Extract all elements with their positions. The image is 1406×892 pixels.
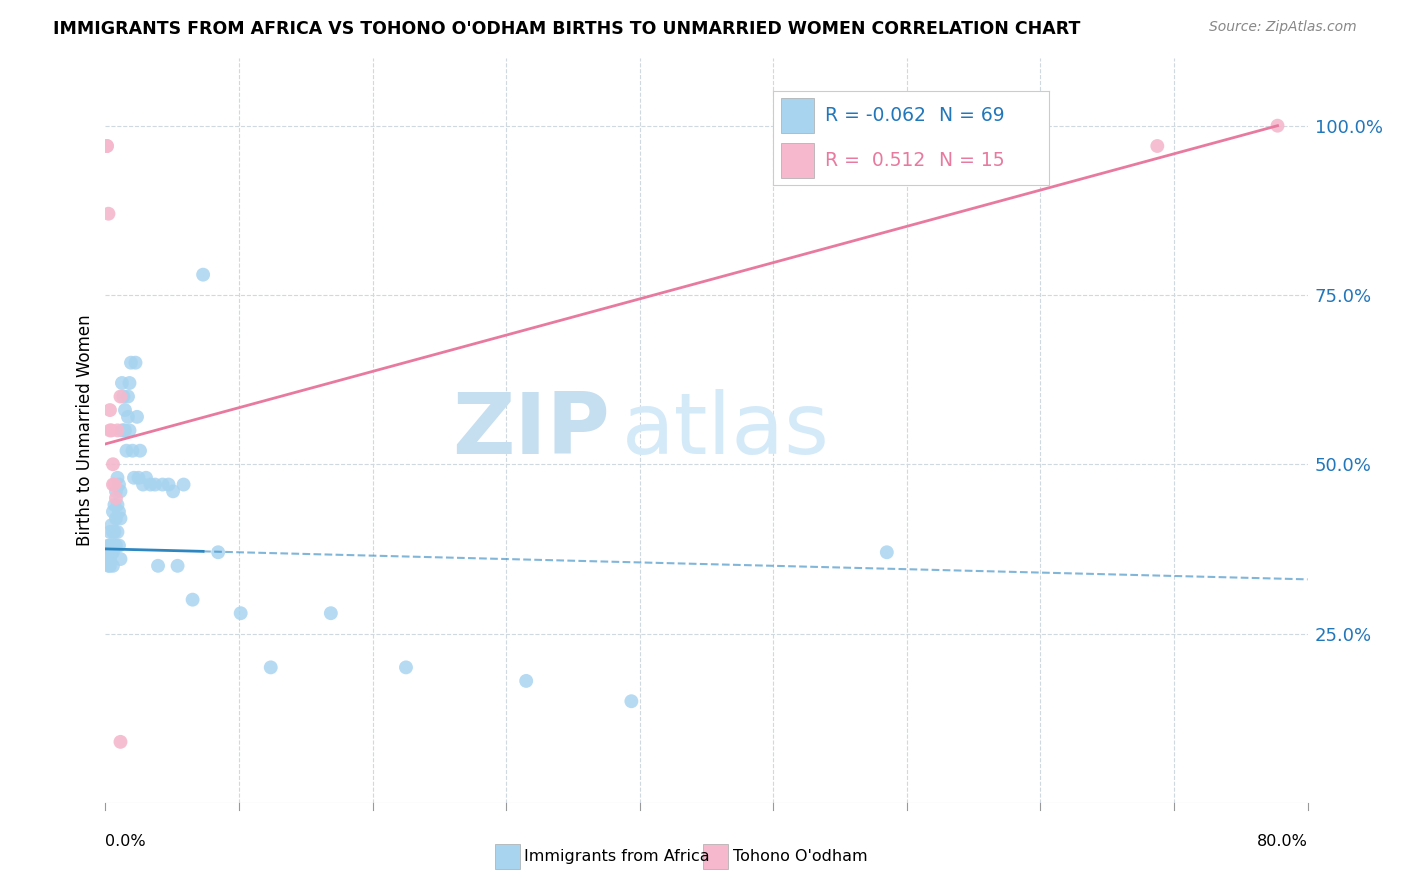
Point <box>98 552 121 566</box>
Point <box>101 477 124 491</box>
Point <box>111 424 134 438</box>
Point <box>98 424 121 438</box>
Point <box>96 545 118 559</box>
Point <box>229 606 252 620</box>
Point <box>110 552 132 566</box>
Point <box>117 409 139 424</box>
Point <box>319 606 342 620</box>
Point <box>97 558 120 573</box>
Point <box>139 477 162 491</box>
Point <box>121 443 143 458</box>
Point <box>115 443 138 458</box>
Point <box>260 660 283 674</box>
Point <box>110 484 132 499</box>
Text: atlas: atlas <box>623 389 831 472</box>
Point <box>107 524 129 539</box>
Point <box>166 558 188 573</box>
Point <box>97 539 120 553</box>
Text: Tohono O'odham: Tohono O'odham <box>733 849 868 863</box>
Bar <box>780 98 814 134</box>
Point <box>118 424 141 438</box>
Point <box>132 477 155 491</box>
Point <box>104 484 127 499</box>
Point <box>96 139 118 153</box>
Point <box>107 471 129 485</box>
Point <box>96 552 118 566</box>
Point <box>98 558 121 573</box>
Bar <box>780 143 814 178</box>
Text: IMMIGRANTS FROM AFRICA VS TOHONO O'ODHAM BIRTHS TO UNMARRIED WOMEN CORRELATION C: IMMIGRANTS FROM AFRICA VS TOHONO O'ODHAM… <box>53 20 1081 37</box>
Point <box>101 524 124 539</box>
Point <box>101 558 124 573</box>
Point <box>98 539 121 553</box>
Point <box>100 539 122 553</box>
Point <box>173 477 195 491</box>
Point <box>98 403 121 417</box>
Text: Immigrants from Africa: Immigrants from Africa <box>524 849 710 863</box>
Point <box>146 558 169 573</box>
Point <box>395 660 418 674</box>
Point <box>103 498 125 512</box>
Text: R = -0.062: R = -0.062 <box>825 106 927 125</box>
Text: Source: ZipAtlas.com: Source: ZipAtlas.com <box>1209 20 1357 34</box>
Point <box>1267 119 1289 133</box>
Point <box>114 424 136 438</box>
Point <box>107 498 129 512</box>
Point <box>103 524 125 539</box>
Point <box>108 505 131 519</box>
Point <box>117 390 139 404</box>
Point <box>129 443 152 458</box>
Point <box>104 539 127 553</box>
Point <box>876 545 898 559</box>
Point <box>100 424 122 438</box>
Text: ZIP: ZIP <box>453 389 610 472</box>
Point <box>122 471 145 485</box>
Point <box>96 139 118 153</box>
Point <box>103 477 125 491</box>
Point <box>191 268 214 282</box>
Point <box>125 409 148 424</box>
Point <box>114 403 136 417</box>
Text: N = 15: N = 15 <box>939 151 1004 169</box>
Point <box>620 694 643 708</box>
Point <box>162 484 184 499</box>
Text: N = 69: N = 69 <box>939 106 1004 125</box>
Point <box>112 424 135 438</box>
Point <box>112 390 135 404</box>
Point <box>101 457 124 471</box>
Text: 0.0%: 0.0% <box>105 834 146 849</box>
Point <box>110 390 132 404</box>
Point <box>118 376 141 390</box>
Point <box>110 735 132 749</box>
Point <box>104 491 127 505</box>
Point <box>104 511 127 525</box>
Point <box>207 545 229 559</box>
Point <box>120 356 142 370</box>
Point <box>101 545 124 559</box>
Text: R =  0.512: R = 0.512 <box>825 151 925 169</box>
Point <box>135 471 157 485</box>
Point <box>1146 139 1168 153</box>
Point <box>152 477 174 491</box>
Point <box>97 207 120 221</box>
Point <box>143 477 166 491</box>
Point <box>181 592 204 607</box>
Point <box>128 471 150 485</box>
Text: 80.0%: 80.0% <box>1257 834 1308 849</box>
Point <box>515 673 537 688</box>
Y-axis label: Births to Unmarried Women: Births to Unmarried Women <box>76 315 94 546</box>
Point <box>100 518 122 533</box>
Point <box>110 511 132 525</box>
Point <box>124 356 146 370</box>
Point <box>98 524 121 539</box>
Point <box>101 505 124 519</box>
Point <box>97 552 120 566</box>
Point <box>103 539 125 553</box>
Point <box>157 477 180 491</box>
Point <box>108 539 131 553</box>
Point <box>100 545 122 559</box>
Point <box>107 424 129 438</box>
Point <box>108 477 131 491</box>
Point <box>111 376 134 390</box>
